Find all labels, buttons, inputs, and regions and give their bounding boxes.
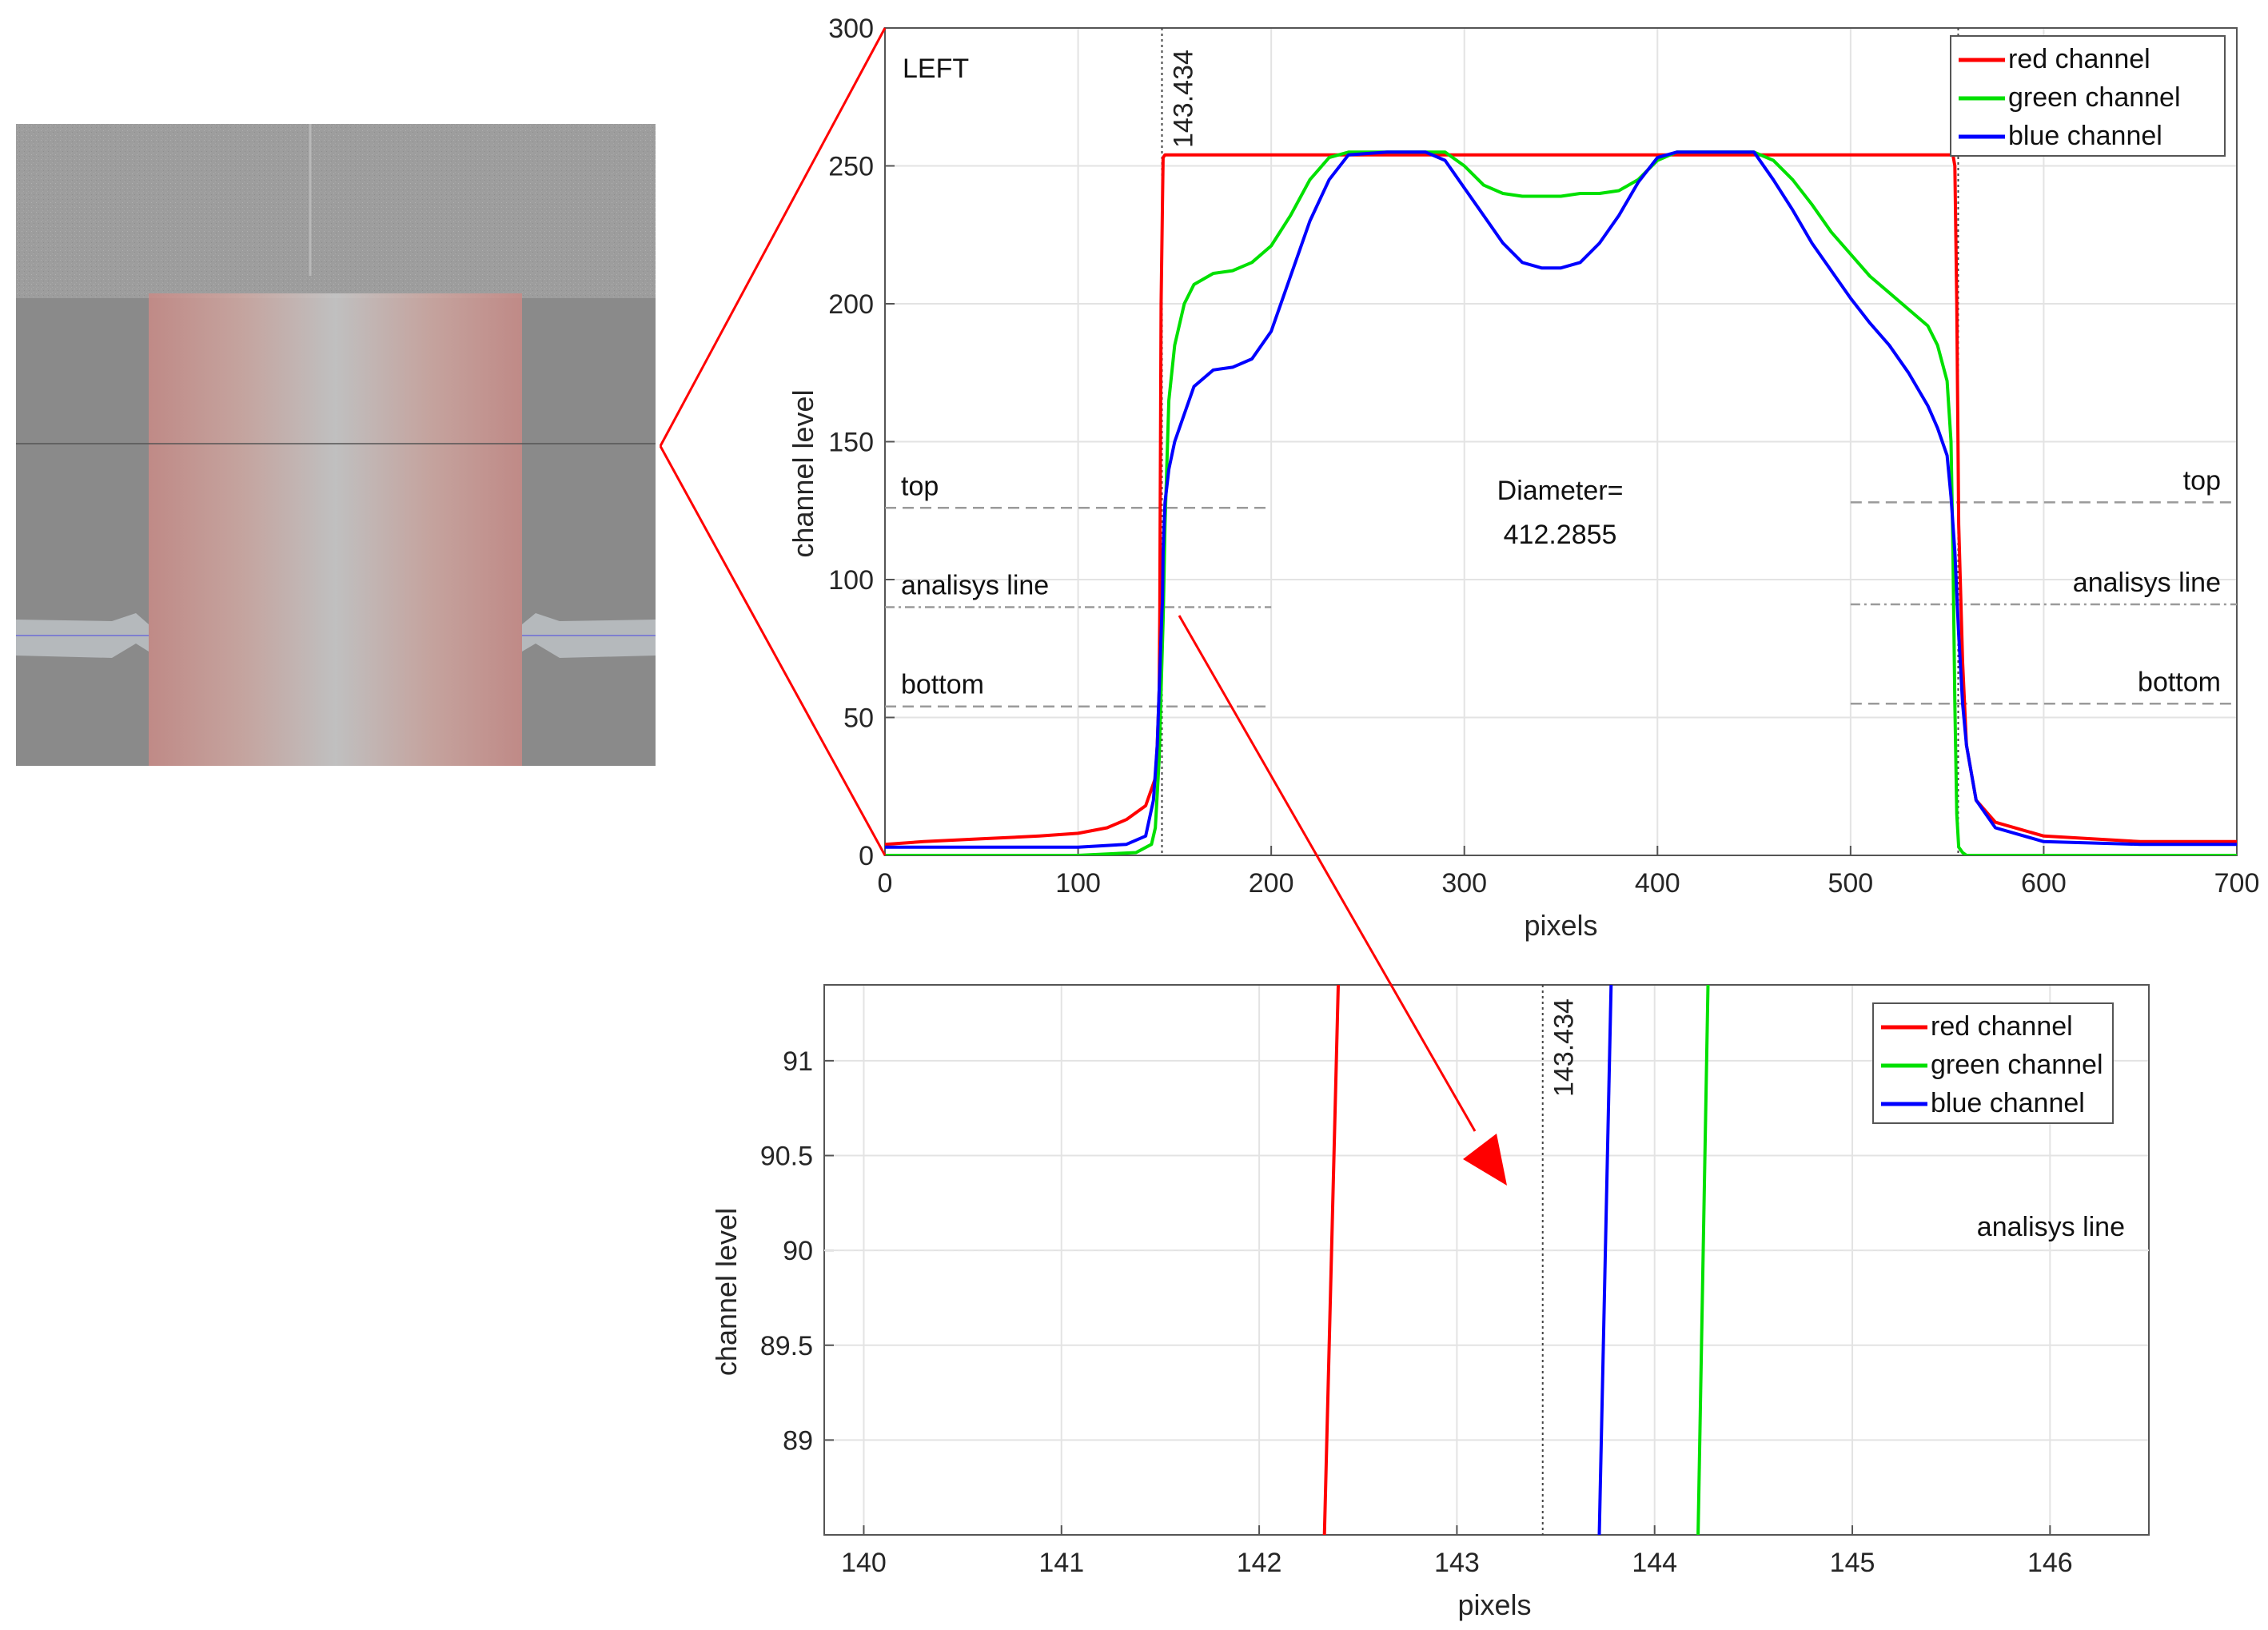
zoom-y-tick-label: 90.5 [760, 1142, 813, 1172]
zoom-legend-label: blue channel [1931, 1088, 2085, 1118]
main-x-tick-label: 400 [1635, 868, 1680, 899]
main-bottom-label-left: bottom [901, 670, 984, 700]
main-x-tick-label: 500 [1828, 868, 1873, 899]
main-y-tick-label: 50 [843, 703, 874, 734]
zoom-arrow-shaft [1178, 615, 1477, 1132]
zoom-connector-bottom [659, 445, 887, 856]
zoom-series-blue-channel [1597, 985, 1613, 1535]
zoom-x-tick-label: 144 [1632, 1548, 1677, 1578]
zoom-series-red-channel [1322, 985, 1340, 1535]
zoom-x-tick-label: 140 [841, 1548, 887, 1578]
zoom-axes [823, 984, 2150, 1536]
zoom-arrow-head [1463, 1134, 1507, 1186]
main-x-tick-label: 700 [2214, 868, 2260, 899]
main-y-tick-label: 0 [859, 841, 874, 871]
zoom-y-tick-label: 91 [783, 1046, 813, 1077]
main-diameter-label: Diameter= [1497, 476, 1624, 506]
zoom-legend-label: green channel [1931, 1050, 2103, 1080]
zoom-legend [1872, 1002, 2114, 1124]
cylinder-specimen-photo-icon [16, 124, 656, 766]
zoom-x-tick-label: 143 [1434, 1548, 1480, 1578]
zoom-edge-label: 143.434 [1549, 998, 1580, 1097]
main-x-tick-label: 600 [2021, 868, 2067, 899]
zoom-legend-label: red channel [1931, 1011, 2073, 1042]
main-bottom-label-right: bottom [2138, 667, 2221, 697]
main-x-axis-label: pixels [1524, 909, 1597, 942]
main-top-label-right: top [2183, 465, 2221, 496]
specimen-photo [16, 124, 656, 766]
zoom-x-tick-label: 146 [2027, 1548, 2073, 1578]
main-edge-label-left: 143.434 [1168, 50, 1198, 148]
zoom-y-tick-label: 90 [783, 1236, 813, 1266]
main-legend [1950, 35, 2226, 157]
zoom-y-axis-label: channel level [710, 1208, 743, 1376]
zoom-y-tick-label: 89 [783, 1425, 813, 1456]
main-y-tick-label: 250 [828, 152, 874, 182]
main-diameter-value: 412.2855 [1504, 520, 1617, 550]
zoom-x-tick-label: 141 [1038, 1548, 1084, 1578]
main-corner-label: LEFT [903, 54, 969, 84]
main-y-tick-label: 150 [828, 428, 874, 458]
main-y-tick-label: 200 [828, 289, 874, 320]
main-y-tick-label: 100 [828, 565, 874, 596]
zoom-x-axis-label: pixels [1457, 1588, 1531, 1621]
main-analysis-label-left: analisys line [901, 571, 1049, 601]
main-series-blue-channel [885, 150, 2237, 849]
zoom-series-green-channel [1696, 985, 1710, 1535]
main-legend-label: green channel [2008, 82, 2181, 113]
main-legend-box [1950, 35, 2226, 157]
main-x-tick-label: 0 [878, 868, 893, 899]
zoom-analysis-label: analisys line [1977, 1212, 2125, 1242]
zoom-frame [823, 984, 2150, 1536]
main-x-tick-label: 300 [1441, 868, 1487, 899]
main-analysis-label-right: analisys line [2073, 568, 2221, 598]
main-series-green-channel [885, 150, 2237, 855]
main-x-tick-label: 200 [1249, 868, 1294, 899]
main-y-tick-label: 300 [828, 14, 874, 44]
main-top-label-left: top [901, 471, 939, 501]
zoom-y-tick-label: 89.5 [760, 1331, 813, 1361]
zoom-connector-top [659, 27, 887, 447]
main-x-tick-label: 100 [1055, 868, 1101, 899]
main-y-axis-label: channel level [787, 389, 819, 557]
main-legend-label: red channel [2008, 44, 2150, 74]
zoom-x-tick-label: 142 [1237, 1548, 1282, 1578]
zoom-x-tick-label: 145 [1830, 1548, 1875, 1578]
main-legend-label: blue channel [2008, 121, 2162, 151]
